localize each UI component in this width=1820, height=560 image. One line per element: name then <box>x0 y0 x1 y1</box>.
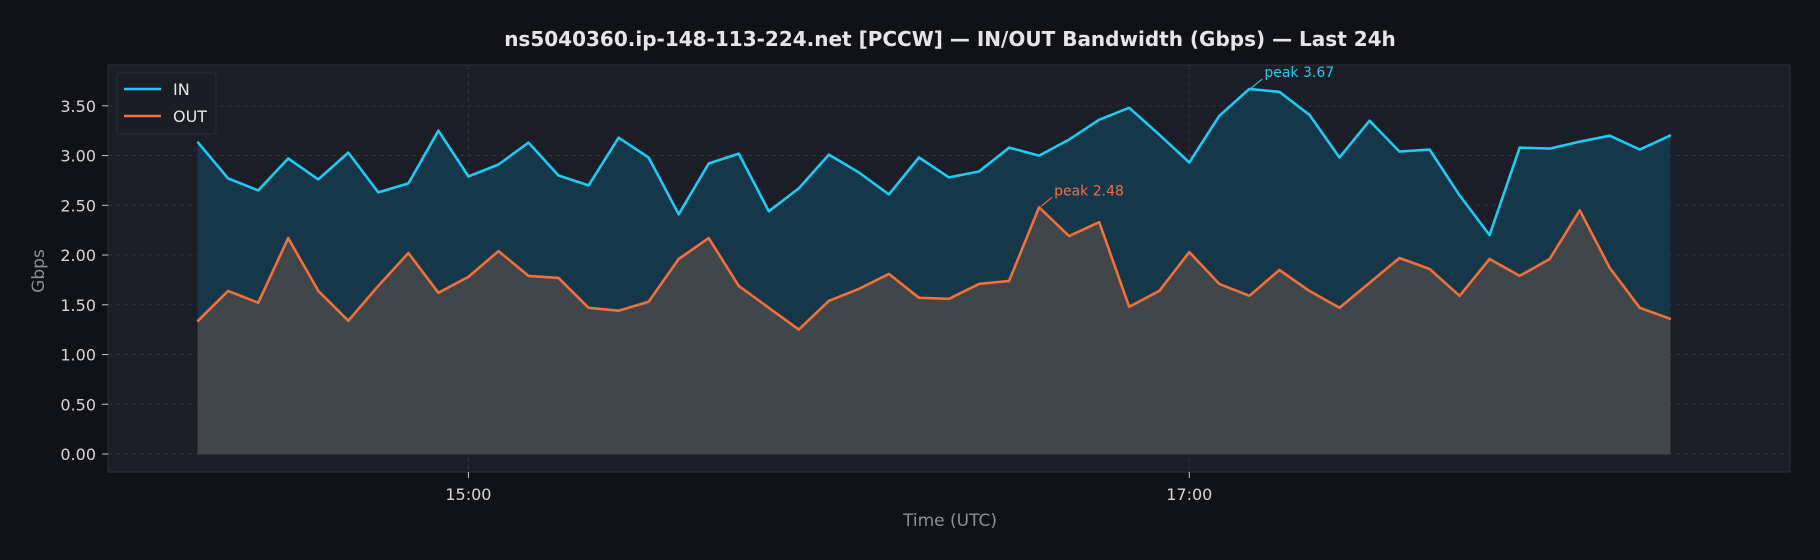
y-tick-label: 2.50 <box>60 196 96 215</box>
peak-annotations: peak 3.67 peak 2.48 <box>1040 65 1334 207</box>
x-tick-label: 17:00 <box>1166 485 1212 504</box>
axis-ticks: 0.00 0.50 1.00 1.50 2.00 2.50 3.00 3.50 15:00 17:… <box>60 97 1212 504</box>
peak-annotation-out: peak 2.48 <box>1054 183 1124 199</box>
line-out <box>196 206 1672 331</box>
y-tick-label: 1.00 <box>60 346 96 365</box>
x-axis-label: Time (UTC) <box>902 511 997 531</box>
annotation-arrow <box>1250 78 1263 89</box>
y-tick-label: 2.00 <box>60 246 96 265</box>
y-tick-label: 0.50 <box>60 395 96 414</box>
legend: IN OUT <box>116 72 217 135</box>
chart-title: ns5040360.ip-148-113-224.net [PCCW] — IN… <box>504 27 1396 51</box>
legend-label-in: IN <box>173 80 190 99</box>
y-tick-label: 3.00 <box>60 147 96 166</box>
y-axis-label: Gbps <box>29 249 49 293</box>
y-tick-label: 1.50 <box>60 296 96 315</box>
peak-annotation-in: peak 3.67 <box>1264 65 1334 81</box>
line-in <box>196 87 1672 237</box>
annotation-arrow <box>1040 196 1053 207</box>
x-tick-label: 15:00 <box>445 485 491 504</box>
y-tick-label: 3.50 <box>60 97 96 116</box>
legend-label-out: OUT <box>173 107 207 126</box>
series-lines <box>196 87 1672 331</box>
y-tick-label: 0.00 <box>60 445 96 464</box>
